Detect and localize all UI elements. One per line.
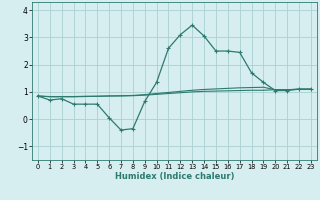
X-axis label: Humidex (Indice chaleur): Humidex (Indice chaleur)	[115, 172, 234, 181]
